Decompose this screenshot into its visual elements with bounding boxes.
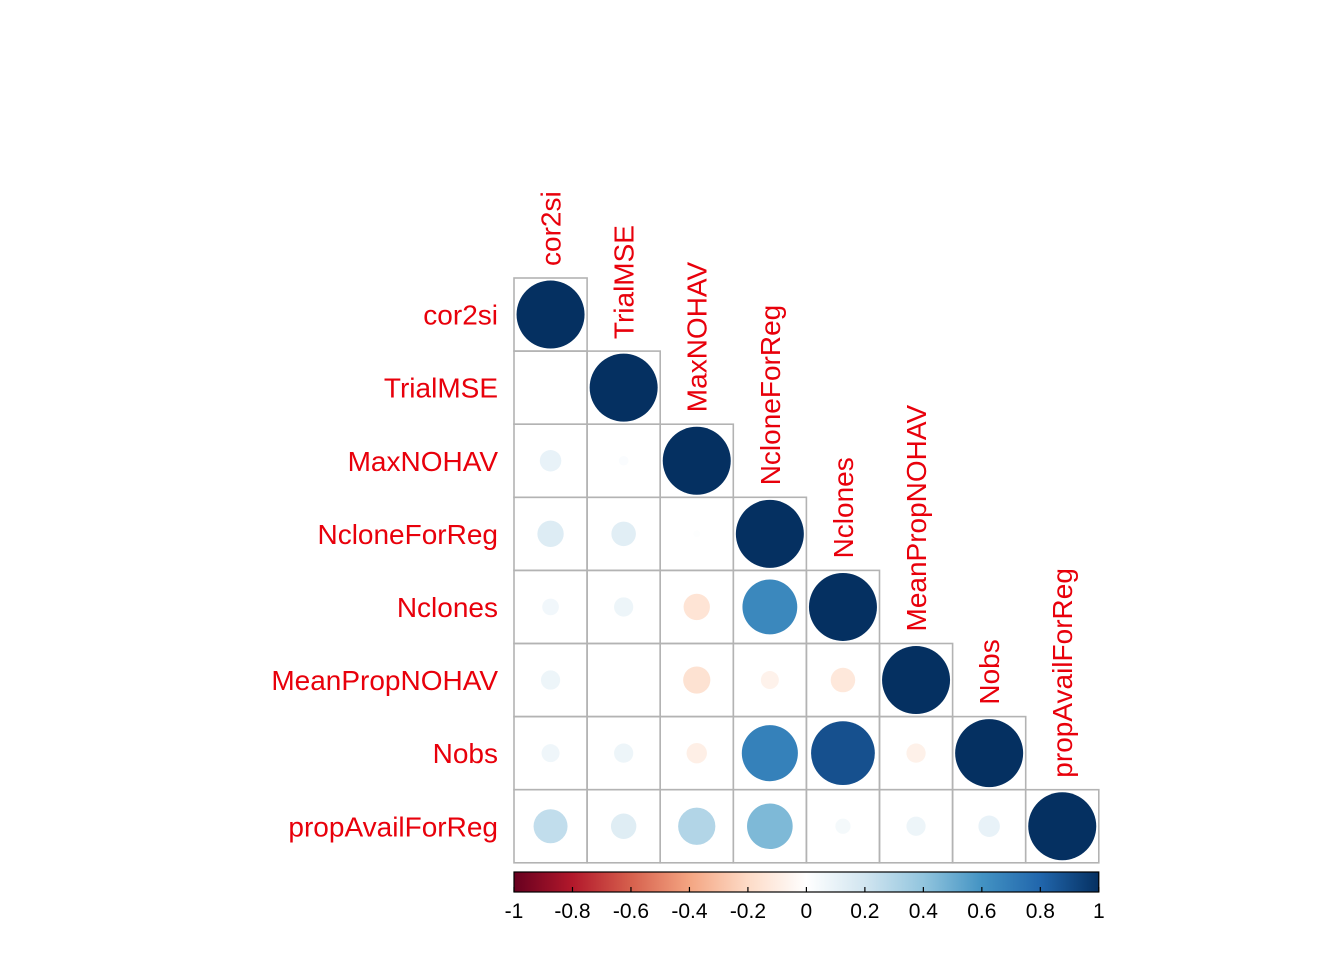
colorbar-tick-label: 0.8: [1026, 900, 1055, 923]
colorbar-tick-label: 0.2: [850, 900, 879, 923]
matrix-cell: [513, 350, 588, 426]
correlation-circle: [906, 743, 926, 763]
correlation-circle: [955, 719, 1024, 788]
row-labels: cor2si TrialMSE MaxNOHAV NcloneForReg Nclone…: [271, 300, 498, 843]
column-label: cor2si: [536, 191, 567, 266]
correlation-circle: [611, 521, 636, 547]
column-label: Nobs: [974, 639, 1005, 704]
colorbar-tick-label: 0.4: [909, 900, 939, 923]
colorbar-tick-label: -1: [505, 900, 524, 923]
colorbar-tick-label: -0.4: [671, 900, 708, 923]
correlation-circle: [693, 530, 701, 538]
row-label: propAvailForReg: [288, 811, 498, 842]
row-label: Nobs: [433, 738, 498, 769]
matrix-cells: [513, 277, 1100, 864]
colorbar-tick-label: 0: [801, 900, 813, 923]
colorbar-tick-label: 0.6: [967, 900, 996, 923]
correlation-circle: [741, 725, 798, 782]
column-label: NcloneForReg: [755, 305, 786, 486]
correlation-circle: [882, 646, 951, 715]
correlation-circle: [760, 671, 779, 690]
correlation-circle: [683, 593, 710, 621]
row-label: MeanPropNOHAV: [271, 665, 498, 696]
correlation-circle: [683, 666, 711, 694]
correlation-circle: [735, 499, 804, 568]
column-label: Nclones: [828, 457, 859, 558]
colorbar-tick-label: -0.2: [730, 900, 766, 923]
colorbar-tick-label: -0.6: [613, 900, 649, 923]
correlation-circle: [542, 598, 559, 616]
correlation-circle: [662, 426, 731, 495]
column-label: MaxNOHAV: [682, 261, 713, 412]
row-label: Nclones: [397, 592, 498, 623]
matrix-cell: [1024, 788, 1100, 864]
correlation-circle: [589, 353, 658, 422]
correlation-circle: [533, 809, 568, 844]
correlation-circle: [614, 743, 634, 763]
colorbar-tick-label: -0.8: [554, 900, 590, 923]
column-labels: cor2si TrialMSE MaxNOHAV NcloneForReg Nclone…: [536, 191, 1079, 777]
colorbar-legend: -1 -0.8 -0.6 -0.4 -0.2 0 0.2 0.4 0.6 0.8 1: [505, 871, 1105, 923]
correlation-circle: [618, 455, 629, 466]
correlation-circle: [678, 807, 716, 845]
correlation-circle: [614, 597, 634, 617]
correlation-circle: [830, 667, 856, 693]
correlation-circle: [541, 744, 560, 763]
row-label: NcloneForReg: [317, 519, 498, 550]
correlation-circle: [539, 450, 562, 472]
correlation-circle: [808, 572, 877, 641]
colorbar-ticks: -1 -0.8 -0.6 -0.4 -0.2 0 0.2 0.4 0.6 0.8 1: [505, 887, 1105, 923]
row-label: cor2si: [423, 300, 498, 331]
correlation-circle: [540, 670, 561, 690]
column-label: MeanPropNOHAV: [901, 404, 932, 631]
correlation-circle: [1028, 792, 1097, 861]
colorbar-tick-label: 1: [1093, 900, 1105, 923]
row-label: TrialMSE: [384, 373, 498, 404]
correlation-circle: [610, 813, 637, 839]
row-label: MaxNOHAV: [348, 446, 499, 477]
correlation-circle: [516, 280, 585, 349]
correlation-circle: [811, 721, 875, 786]
correlation-circle: [747, 803, 793, 850]
column-label: propAvailForReg: [1047, 568, 1078, 778]
correlation-circle: [835, 818, 851, 834]
correlation-circle: [537, 520, 564, 548]
column-label: TrialMSE: [609, 225, 640, 339]
matrix-cell: [586, 642, 661, 718]
correlation-circle: [686, 742, 707, 764]
correlation-circle: [906, 816, 926, 836]
correlation-circle: [978, 815, 1000, 837]
correlation-circles: [516, 280, 1097, 861]
correlation-circle: [742, 579, 798, 635]
